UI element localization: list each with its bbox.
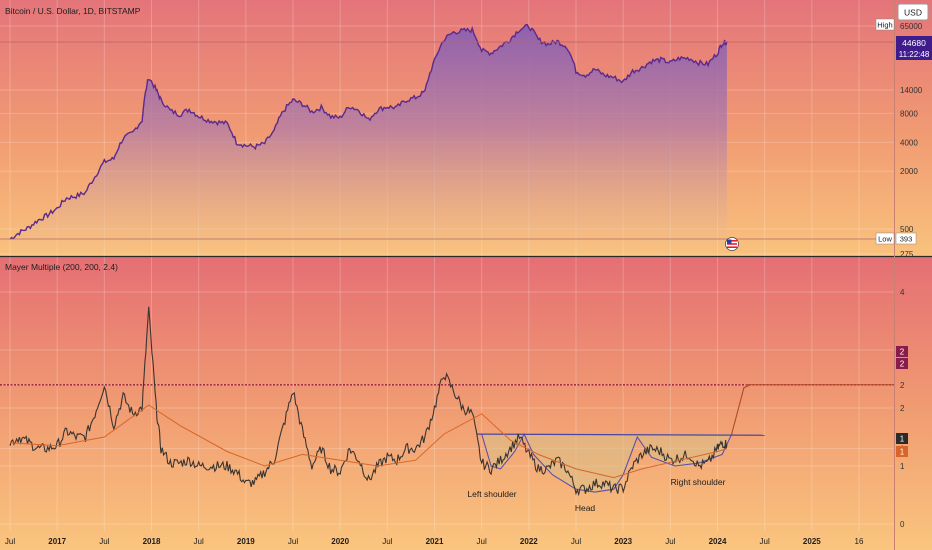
oscillator-pane-background — [0, 257, 932, 550]
time-tick-label-12: Jul — [571, 537, 581, 546]
time-tick-label-6: Jul — [288, 537, 298, 546]
threshold-badge-1 — [896, 346, 908, 357]
high-label: High — [877, 21, 892, 30]
high-label-box — [875, 18, 895, 31]
threshold-badge-2 — [896, 358, 908, 369]
time-tick-label-5: 2019 — [237, 537, 255, 546]
low-label-box — [875, 232, 895, 245]
head-and-shoulders-fill — [481, 434, 732, 493]
price-area-fill — [10, 24, 727, 255]
time-tick-label-3: 2018 — [143, 537, 161, 546]
price-tick-label-1: 14000 — [900, 86, 923, 95]
neckline — [476, 433, 765, 436]
us-flag-icon[interactable] — [725, 237, 739, 251]
low-label: Low — [878, 235, 892, 244]
time-tick-label-15: 2024 — [709, 537, 727, 546]
low-value-box — [895, 232, 917, 245]
time-tick-label-9: 2021 — [426, 537, 444, 546]
price-axis-ticks: 65000 14000 8000 4000 2000 500 275 — [900, 22, 923, 259]
time-tick-label-1: 2017 — [48, 537, 66, 546]
oscillator-tick-label-0: 4 — [900, 288, 905, 297]
price-tick-label-6: 275 — [900, 250, 914, 259]
threshold-label-2: 2 — [900, 360, 905, 369]
currency-button-label[interactable]: USD — [904, 8, 922, 18]
time-tick-label-17: 2025 — [803, 537, 821, 546]
time-tick-label-10: Jul — [477, 537, 487, 546]
current-value-label: 1 — [900, 435, 905, 444]
price-tick-label-3: 4000 — [900, 138, 918, 147]
oscillator-tick-label-3: 2 — [900, 404, 905, 413]
oscillator-tick-label-2: 2 — [900, 381, 905, 390]
left-shoulder-label: Left shoulder — [467, 489, 516, 499]
threshold-label-1: 2 — [900, 348, 905, 357]
price-badge — [896, 36, 932, 60]
time-tick-label-7: 2020 — [331, 537, 349, 546]
time-tick-label-0: Jul — [5, 537, 15, 546]
price-tick-label-5: 500 — [900, 225, 914, 234]
oscillator-tick-label-6: 0 — [900, 520, 905, 529]
currency-button[interactable] — [897, 3, 929, 21]
projection-line — [731, 384, 751, 435]
right-shoulder-label: Right shoulder — [671, 477, 726, 487]
low-value: 393 — [900, 235, 913, 244]
countdown-badge-value: 11:22:48 — [899, 50, 930, 59]
time-axis: Jul 2017 Jul 2018 Jul 2019 Jul 2020 Jul 2021 Jul 20… — [5, 537, 864, 546]
price-tick-label-4: 2000 — [900, 167, 918, 176]
price-chart-title: Bitcoin / U.S. Dollar, 1D, BITSTAMP — [5, 6, 141, 16]
current-average-badge — [896, 446, 908, 457]
time-tick-label-2: Jul — [99, 537, 109, 546]
current-average-label: 1 — [900, 448, 905, 457]
time-tick-label-11: 2022 — [520, 537, 538, 546]
current-value-badge — [896, 433, 908, 444]
mayer-multiple-average-line — [9, 404, 728, 479]
indicator-title: Mayer Multiple (200, 200, 2.4) — [5, 262, 118, 272]
time-tick-label-8: Jul — [382, 537, 392, 546]
price-badge-value: 44680 — [902, 38, 926, 48]
price-line — [9, 23, 728, 240]
mayer-multiple-line — [9, 306, 728, 497]
time-tick-label-4: Jul — [194, 537, 204, 546]
oscillator-tick-label-5: 1 — [900, 462, 905, 471]
time-tick-label-18: 16 — [855, 537, 864, 546]
price-tick-label-0: 65000 — [900, 22, 923, 31]
time-tick-label-13: 2023 — [614, 537, 632, 546]
head-and-shoulders-outline — [481, 432, 733, 493]
time-tick-label-14: Jul — [665, 537, 675, 546]
price-tick-label-2: 8000 — [900, 109, 918, 118]
time-tick-label-16: Jul — [760, 537, 770, 546]
head-label: Head — [575, 503, 596, 513]
